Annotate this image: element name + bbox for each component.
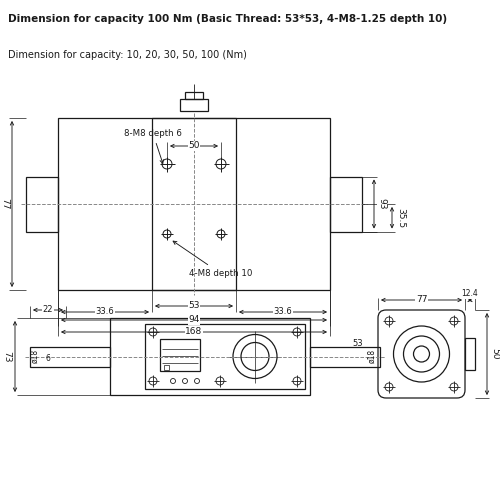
Text: ø18: ø18 (30, 348, 40, 362)
Text: 8-M8 depth 6: 8-M8 depth 6 (124, 129, 182, 164)
Text: 33.6: 33.6 (96, 308, 114, 316)
Bar (110, 318, 310, 395)
Text: 33.6: 33.6 (274, 308, 292, 316)
Bar (160, 338, 200, 370)
Bar (152, 118, 236, 290)
Text: Dimension for capacity: 10, 20, 30, 50, 100 (Nm): Dimension for capacity: 10, 20, 30, 50, … (8, 50, 247, 60)
Text: 94: 94 (188, 316, 200, 324)
Text: 77: 77 (416, 294, 427, 304)
Text: 50: 50 (490, 348, 500, 360)
Text: 53: 53 (188, 302, 200, 310)
Bar (164, 364, 169, 370)
Text: 35.5: 35.5 (396, 208, 406, 228)
Bar (465, 338, 475, 370)
Text: 4-M8 depth 10: 4-M8 depth 10 (173, 241, 252, 278)
Text: 50: 50 (188, 142, 200, 150)
Text: 6: 6 (46, 354, 51, 363)
Bar (58, 118, 330, 290)
Text: 12.4: 12.4 (462, 290, 478, 298)
Bar (26, 176, 58, 232)
Text: 53: 53 (352, 340, 364, 348)
Bar (310, 346, 380, 366)
Text: 73: 73 (2, 351, 12, 362)
Text: ø18: ø18 (368, 348, 376, 362)
Bar (145, 324, 305, 389)
Bar (180, 99, 208, 111)
Text: 168: 168 (186, 328, 202, 336)
Text: Dimension for capacity 100 Nm (Basic Thread: 53*53, 4-M8-1.25 depth 10): Dimension for capacity 100 Nm (Basic Thr… (8, 14, 447, 24)
Text: 93: 93 (378, 198, 386, 210)
Text: 77: 77 (0, 198, 10, 210)
Text: 22: 22 (43, 306, 53, 314)
Bar (30, 346, 110, 366)
Bar (185, 92, 203, 99)
Bar (330, 176, 362, 232)
